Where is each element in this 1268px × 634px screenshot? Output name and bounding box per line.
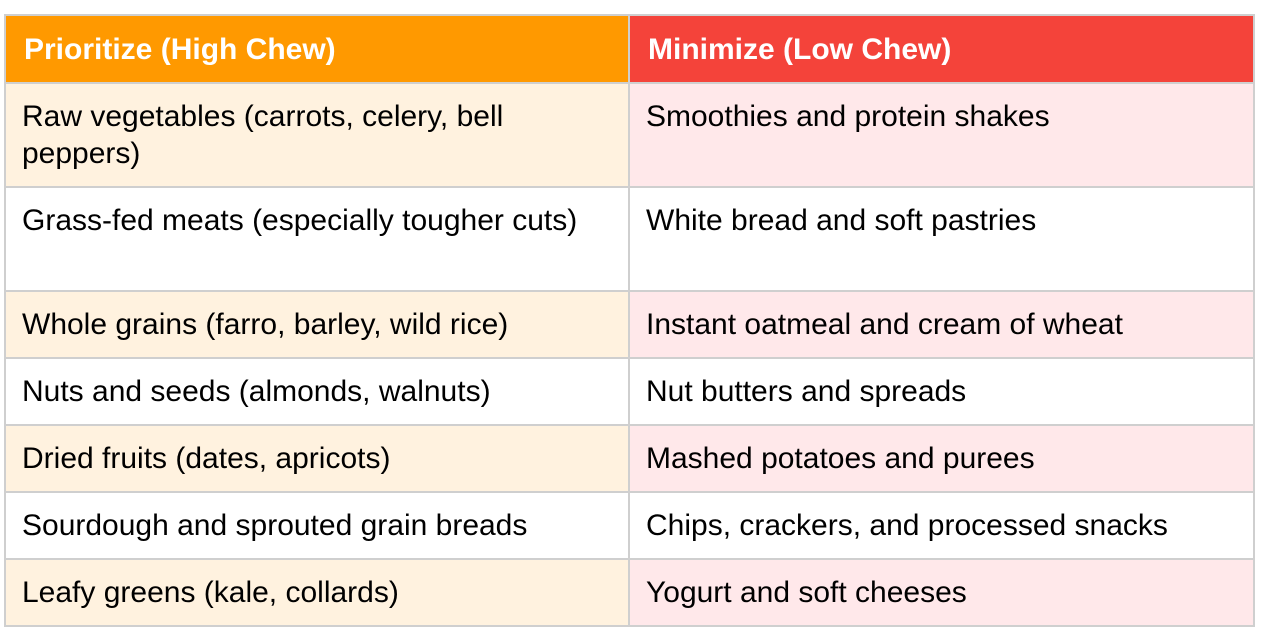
- low-chew-cell: Smoothies and protein shakes: [628, 82, 1255, 188]
- column-header-high-chew: Prioritize (High Chew): [4, 14, 630, 84]
- high-chew-cell: Dried fruits (dates, apricots): [4, 424, 630, 493]
- low-chew-cell: Chips, crackers, and processed snacks: [628, 491, 1255, 560]
- low-chew-cell: White bread and soft pastries: [628, 186, 1255, 292]
- table-row: Nuts and seeds (almonds, walnuts) Nut bu…: [4, 357, 1255, 426]
- table-header-row: Prioritize (High Chew) Minimize (Low Che…: [4, 14, 1255, 84]
- high-chew-cell: Whole grains (farro, barley, wild rice): [4, 290, 630, 359]
- high-chew-cell: Nuts and seeds (almonds, walnuts): [4, 357, 630, 426]
- column-header-low-chew: Minimize (Low Chew): [628, 14, 1255, 84]
- low-chew-cell: Mashed potatoes and purees: [628, 424, 1255, 493]
- table-row: Dried fruits (dates, apricots) Mashed po…: [4, 424, 1255, 493]
- table-row: Whole grains (farro, barley, wild rice) …: [4, 290, 1255, 359]
- low-chew-cell: Nut butters and spreads: [628, 357, 1255, 426]
- table-row: Leafy greens (kale, collards) Yogurt and…: [4, 558, 1255, 627]
- table-row: Grass-fed meats (especially tougher cuts…: [4, 186, 1255, 292]
- low-chew-cell: Instant oatmeal and cream of wheat: [628, 290, 1255, 359]
- high-chew-cell: Raw vegetables (carrots, celery, bell pe…: [4, 82, 630, 188]
- chew-comparison-table: Prioritize (High Chew) Minimize (Low Che…: [4, 14, 1255, 627]
- low-chew-cell: Yogurt and soft cheeses: [628, 558, 1255, 627]
- table-row: Sourdough and sprouted grain breads Chip…: [4, 491, 1255, 560]
- high-chew-cell: Leafy greens (kale, collards): [4, 558, 630, 627]
- table-row: Raw vegetables (carrots, celery, bell pe…: [4, 82, 1255, 188]
- high-chew-cell: Sourdough and sprouted grain breads: [4, 491, 630, 560]
- high-chew-cell: Grass-fed meats (especially tougher cuts…: [4, 186, 630, 292]
